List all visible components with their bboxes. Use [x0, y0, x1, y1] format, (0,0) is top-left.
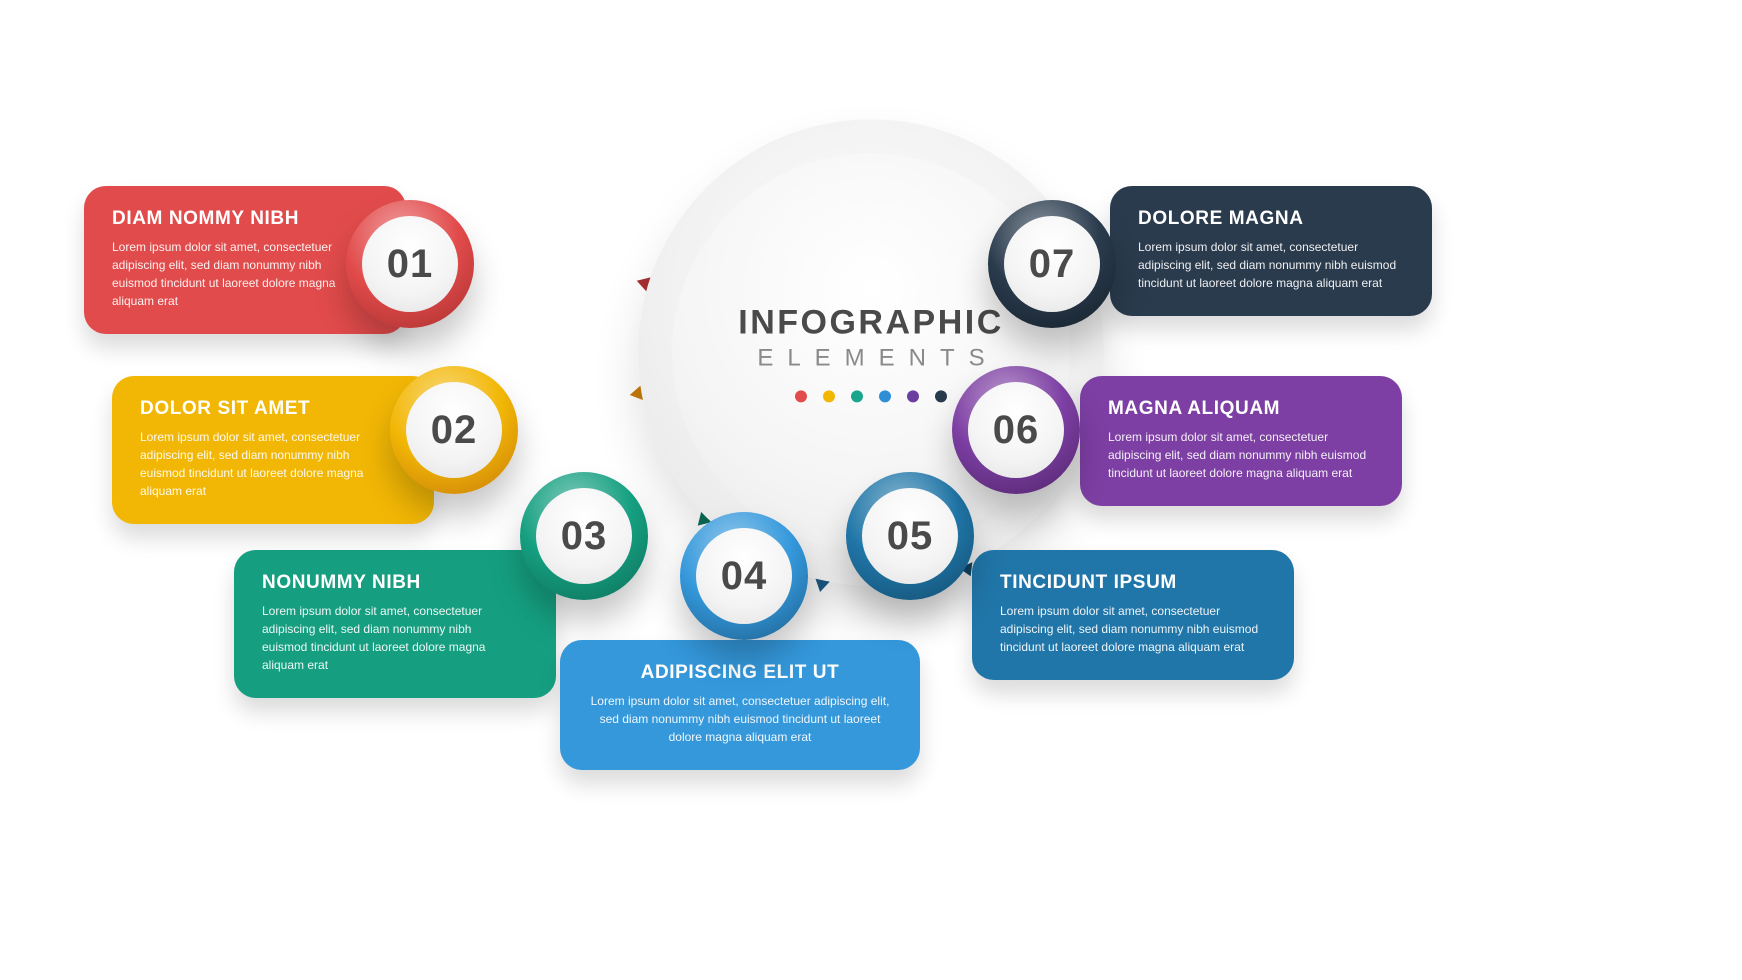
badge-number: 07 — [1004, 216, 1100, 312]
center-dot — [907, 390, 919, 402]
center-dot — [851, 390, 863, 402]
center-title: INFOGRAPHIC — [738, 303, 1004, 342]
item-badge: 01 — [346, 200, 474, 328]
item-body: Lorem ipsum dolor sit amet, consectetuer… — [590, 692, 890, 746]
item-pill: NONUMMY NIBH Lorem ipsum dolor sit amet, … — [234, 550, 556, 698]
item-title: TINCIDUNT IPSUM — [1000, 572, 1266, 594]
badge-number: 04 — [696, 528, 792, 624]
badge-number: 01 — [362, 216, 458, 312]
badge-number: 05 — [862, 488, 958, 584]
center-subtitle: ELEMENTS — [743, 344, 998, 372]
center-dot — [795, 390, 807, 402]
item-body: Lorem ipsum dolor sit amet, consectetuer… — [1108, 428, 1374, 482]
item-badge: 07 — [988, 200, 1116, 328]
item-body: Lorem ipsum dolor sit amet, consectetuer… — [1138, 238, 1404, 292]
item-title: ADIPISCING ELIT UT — [590, 662, 890, 684]
item-pill: DOLOR SIT AMET Lorem ipsum dolor sit amet… — [112, 376, 434, 524]
item-pill: DOLORE MAGNA Lorem ipsum dolor sit amet, … — [1110, 186, 1432, 316]
badge-number: 02 — [406, 382, 502, 478]
item-pill: ADIPISCING ELIT UT Lorem ipsum dolor sit … — [560, 640, 920, 770]
infographic-stage: INFOGRAPHIC ELEMENTS DIAM NOMMY NIBH Lore… — [0, 0, 1742, 980]
item-badge: 02 — [390, 366, 518, 494]
item-title: NONUMMY NIBH — [262, 572, 496, 594]
item-badge: 03 — [520, 472, 648, 600]
item-badge: 05 — [846, 472, 974, 600]
item-pill: TINCIDUNT IPSUM Lorem ipsum dolor sit ame… — [972, 550, 1294, 680]
item-badge: 06 — [952, 366, 1080, 494]
item-pill: MAGNA ALIQUAM Lorem ipsum dolor sit amet,… — [1080, 376, 1402, 506]
item-title: DOLORE MAGNA — [1138, 208, 1404, 230]
badge-number: 03 — [536, 488, 632, 584]
badge-number: 06 — [968, 382, 1064, 478]
item-badge: 04 — [680, 512, 808, 640]
item-title: DOLOR SIT AMET — [140, 398, 374, 420]
center-dot-row — [795, 390, 947, 402]
center-dot — [879, 390, 891, 402]
item-body: Lorem ipsum dolor sit amet, consectetuer… — [112, 238, 346, 310]
center-dot — [935, 390, 947, 402]
item-title: DIAM NOMMY NIBH — [112, 208, 346, 230]
item-title: MAGNA ALIQUAM — [1108, 398, 1374, 420]
item-body: Lorem ipsum dolor sit amet, consectetuer… — [140, 428, 374, 500]
item-body: Lorem ipsum dolor sit amet, consectetuer… — [1000, 602, 1266, 656]
item-body: Lorem ipsum dolor sit amet, consectetuer… — [262, 602, 496, 674]
center-dot — [823, 390, 835, 402]
